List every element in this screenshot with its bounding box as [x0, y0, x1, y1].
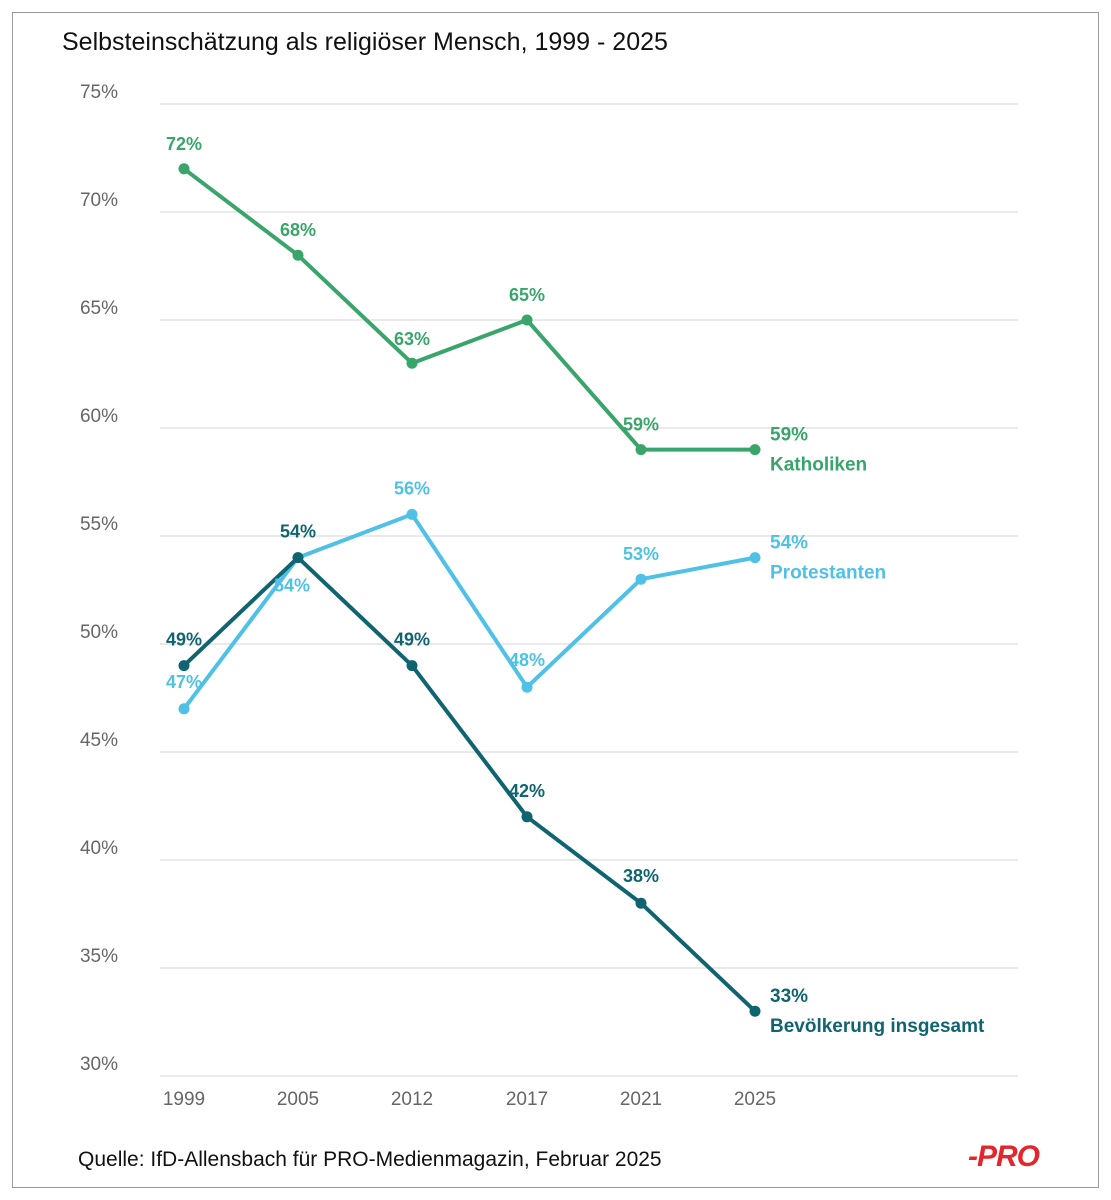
source-note: Quelle: IfD-Allensbach für PRO-Medienmag…: [78, 1148, 662, 1171]
y-tick-label: 40%: [80, 838, 118, 859]
data-label: 49%: [394, 630, 430, 650]
series-line-2: [182, 555, 757, 1014]
y-axis-ticks: 30% 35% 40% 45% 50% 55% 60% 65% 70% 75%: [80, 82, 118, 1075]
data-label: 59%: [623, 415, 659, 435]
y-tick-label: 30%: [80, 1054, 118, 1075]
x-tick-label: 2025: [734, 1089, 776, 1110]
y-tick-label: 55%: [80, 514, 118, 535]
data-label: 68%: [280, 220, 316, 240]
series-line-1: [182, 512, 757, 711]
data-label: 54%: [274, 576, 310, 596]
data-point: [406, 508, 418, 520]
x-tick-label: 2021: [620, 1089, 662, 1110]
gridlines: [160, 103, 1018, 1077]
data-point: [749, 552, 761, 564]
data-label: 56%: [394, 478, 430, 498]
end-value-label: 54%: [770, 533, 808, 554]
end-value-label: 59%: [770, 425, 808, 446]
data-labels: 72% 68% 63% 65% 59% 59% Katholiken 47% 54% 56% 48%…: [166, 134, 985, 1037]
y-tick-label: 45%: [80, 730, 118, 751]
data-point: [749, 1005, 761, 1017]
data-point: [178, 163, 190, 175]
pro-logo: -PRO: [968, 1140, 1040, 1173]
y-tick-label: 50%: [80, 622, 118, 643]
y-tick-label: 65%: [80, 298, 118, 319]
data-point: [406, 357, 418, 369]
data-label: 38%: [623, 866, 659, 886]
data-label: 47%: [166, 672, 202, 692]
data-point: [178, 660, 190, 672]
data-label: 63%: [394, 329, 430, 349]
data-label: 48%: [509, 650, 545, 670]
chart-frame: [12, 12, 1099, 1188]
x-tick-label: 1999: [163, 1089, 205, 1110]
end-value-label: 33%: [770, 986, 808, 1007]
data-point: [635, 573, 647, 585]
y-tick-label: 75%: [80, 82, 118, 103]
y-tick-label: 70%: [80, 190, 118, 211]
data-point: [292, 552, 304, 564]
chart-title: Selbsteinschätzung als religiöser Mensch…: [62, 28, 668, 56]
data-point: [749, 444, 761, 456]
data-point: [521, 811, 533, 823]
data-point: [292, 249, 304, 261]
series-name-label: Bevölkerung insgesamt: [770, 1016, 985, 1037]
y-tick-label: 60%: [80, 406, 118, 427]
x-tick-label: 2012: [391, 1089, 433, 1110]
data-point: [521, 681, 533, 693]
data-label: 49%: [166, 630, 202, 650]
data-point: [635, 897, 647, 909]
data-point: [406, 660, 418, 672]
series-name-label: Katholiken: [770, 455, 867, 476]
x-tick-label: 2017: [506, 1089, 548, 1110]
data-point: [178, 703, 190, 715]
series-points: [178, 163, 761, 1017]
series-name-label: Protestanten: [770, 563, 886, 584]
data-point: [521, 314, 533, 326]
data-label: 42%: [509, 781, 545, 801]
data-point: [635, 444, 647, 456]
data-label: 53%: [623, 544, 659, 564]
x-tick-label: 2005: [277, 1089, 319, 1110]
x-axis-ticks: 1999 2005 2012 2017 2021 2025: [163, 1089, 776, 1110]
y-tick-label: 35%: [80, 946, 118, 967]
data-label: 72%: [166, 134, 202, 154]
data-label: 54%: [280, 522, 316, 542]
series-lines: [182, 166, 757, 1014]
series-line-0: [182, 166, 757, 452]
data-label: 65%: [509, 285, 545, 305]
